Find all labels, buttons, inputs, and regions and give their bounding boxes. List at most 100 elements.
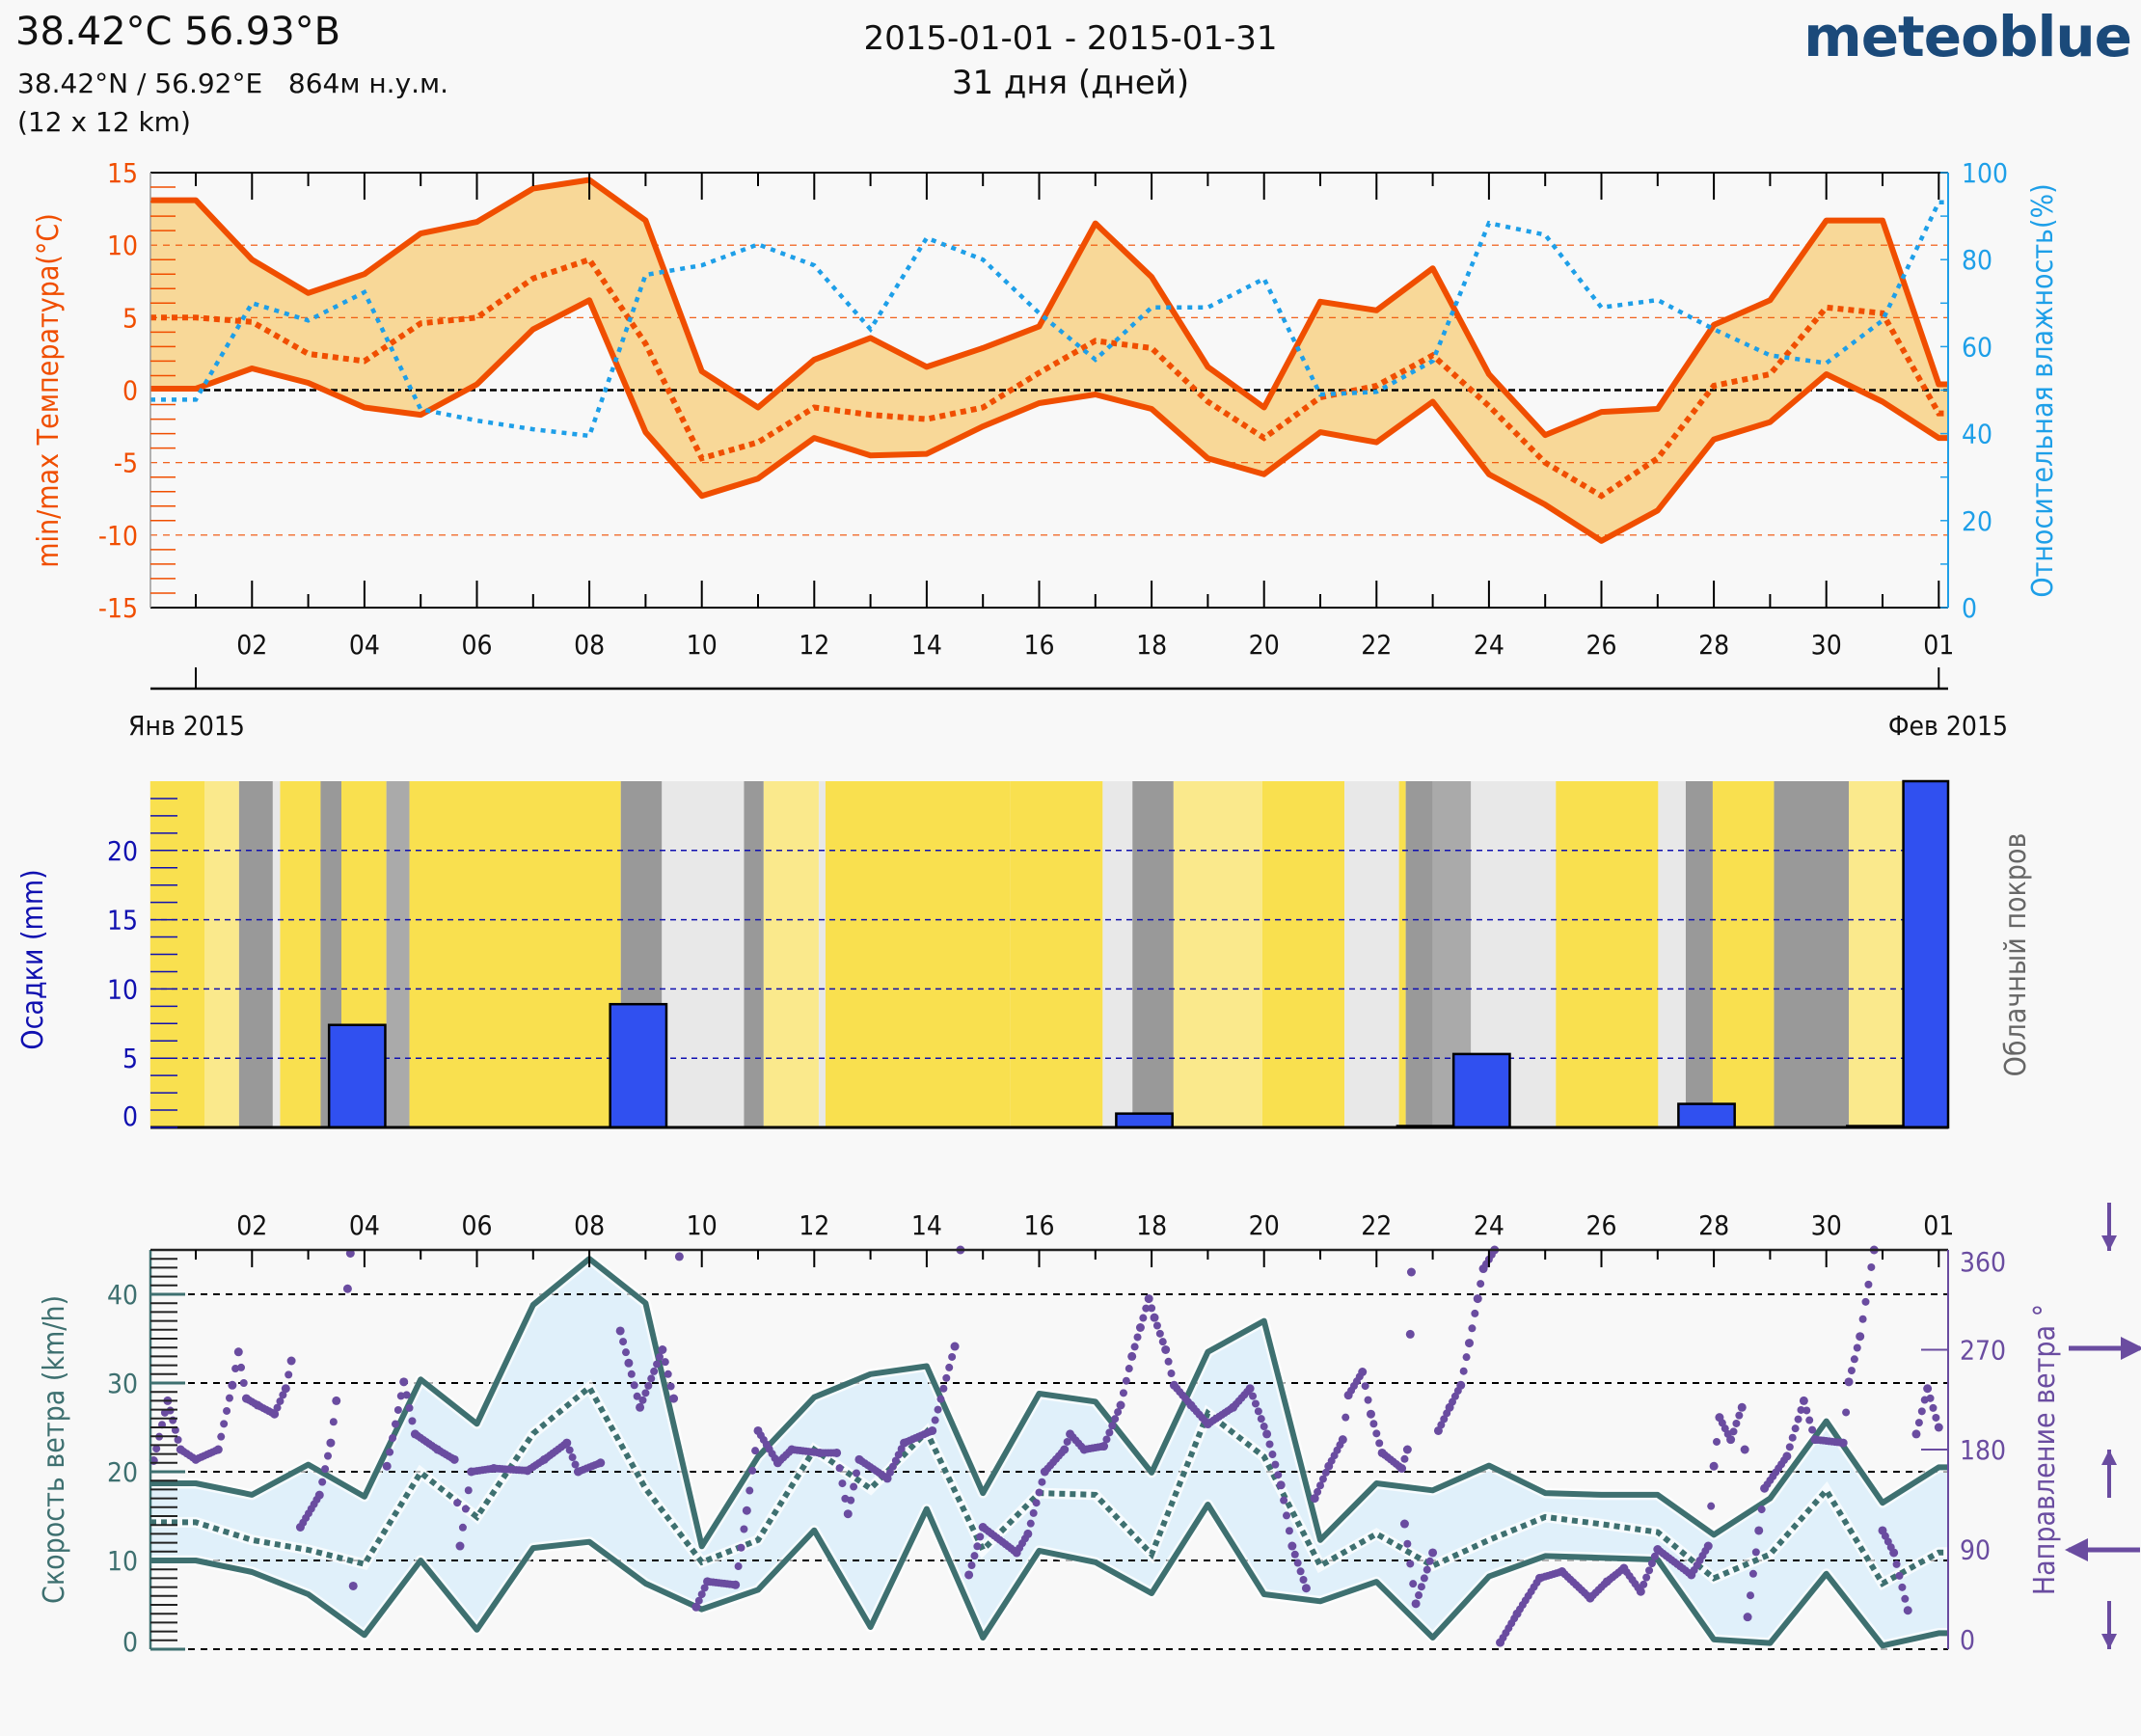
- wind-direction-point: [950, 1342, 960, 1351]
- wind-direction-point: [934, 1405, 942, 1414]
- wind-direction-point: [653, 1360, 662, 1369]
- wind-speed-tick-label: 40: [107, 1279, 138, 1311]
- wind-direction-point: [1425, 1557, 1434, 1565]
- wind-direction-point: [1369, 1420, 1378, 1428]
- wind-direction-point: [314, 1490, 324, 1500]
- wind-direction-tick-label: 180: [1960, 1434, 2006, 1466]
- wind-direction-point: [1732, 1419, 1741, 1427]
- cloud-cover-stripe: [1398, 781, 1406, 1127]
- wind-direction-point: [1293, 1559, 1302, 1567]
- wind-direction-point: [638, 1396, 647, 1404]
- wind-direction-point: [1861, 1297, 1870, 1306]
- wind-direction-point: [1751, 1548, 1760, 1557]
- wind-direction-point: [1164, 1357, 1173, 1366]
- wind-day-tick-label: 04: [349, 1209, 380, 1241]
- day-tick-label: 02: [236, 629, 267, 661]
- wind-direction-point: [1737, 1402, 1747, 1412]
- wind-direction-point: [1642, 1573, 1651, 1582]
- temperature-tick-label: -15: [98, 592, 138, 624]
- wind-direction-point: [627, 1370, 636, 1378]
- humidity-tick-label: 60: [1962, 331, 1992, 363]
- wind-direction-point: [973, 1542, 982, 1551]
- precipitation-tick-label: 15: [107, 905, 138, 936]
- wind-direction-point: [1029, 1508, 1038, 1517]
- wind-direction-point: [1713, 1437, 1721, 1446]
- wind-direction-point: [1114, 1408, 1123, 1417]
- wind-direction-point: [644, 1381, 653, 1390]
- wind-day-tick-label: 24: [1474, 1209, 1504, 1241]
- wind-direction-point: [948, 1352, 957, 1361]
- wind-direction-point: [1249, 1392, 1258, 1400]
- cloud-cover-stripe: [1849, 781, 1904, 1127]
- cloud-cover-stripe: [1173, 781, 1262, 1127]
- cloud-cover-stripe: [386, 781, 410, 1127]
- wind-direction-point: [697, 1590, 706, 1599]
- wind-day-tick-label: 30: [1811, 1209, 1842, 1241]
- cloud-cover-stripe: [825, 781, 1011, 1127]
- wind-direction-point: [286, 1356, 296, 1366]
- wind-direction-point: [1142, 1304, 1151, 1313]
- wind-direction-point: [1707, 1502, 1716, 1510]
- wind-day-tick-label: 08: [574, 1209, 605, 1241]
- wind-direction-point: [674, 1252, 684, 1261]
- wind-direction-point: [745, 1486, 754, 1495]
- wind-direction-point: [382, 1461, 392, 1471]
- wind-direction-point: [751, 1447, 760, 1455]
- wind-direction-point: [1290, 1550, 1299, 1559]
- wind-direction-point: [239, 1379, 248, 1387]
- day-tick-label: 24: [1474, 629, 1504, 661]
- wind-direction-point: [1152, 1321, 1161, 1330]
- wind-direction-point: [568, 1453, 577, 1462]
- wind-direction-point: [1729, 1427, 1738, 1436]
- humidity-tick-label: 0: [1962, 592, 1977, 624]
- wind-direction-point: [464, 1486, 473, 1495]
- wind-direction-point: [225, 1394, 233, 1402]
- day-tick-label: 14: [911, 629, 942, 661]
- wind-direction-point: [936, 1395, 945, 1403]
- wind-direction-point: [1314, 1487, 1322, 1496]
- wind-direction-point: [931, 1416, 939, 1424]
- wind-direction-point: [748, 1466, 757, 1475]
- wind-direction-point: [1889, 1548, 1899, 1558]
- wind-direction-point: [324, 1451, 333, 1460]
- cloud-cover-stripe: [818, 781, 826, 1127]
- wind-direction-point: [1403, 1539, 1412, 1548]
- precipitation-tick-label: 0: [122, 1100, 138, 1132]
- day-tick-label: 20: [1249, 629, 1280, 661]
- wind-direction-tick-label: 270: [1960, 1335, 2006, 1367]
- wind-direction-point: [1301, 1584, 1311, 1593]
- precipitation-bar: [1677, 1102, 1736, 1129]
- arrow-down-icon: [2101, 1203, 2117, 1251]
- wind-direction-point: [850, 1482, 858, 1491]
- wind-direction-point: [1127, 1351, 1137, 1361]
- wind-direction-point: [1342, 1413, 1350, 1422]
- arrow-head: [2101, 1634, 2117, 1649]
- wind-direction-point: [1791, 1424, 1800, 1433]
- wind-direction-tick-label: 90: [1960, 1534, 1991, 1566]
- wind-direction-point: [1405, 1329, 1415, 1339]
- wind-direction-point: [1139, 1314, 1148, 1322]
- cloud-cover-stripe: [744, 781, 764, 1127]
- wind-direction-point: [1271, 1460, 1280, 1469]
- wind-direction-point: [1797, 1405, 1805, 1414]
- wind-direction-point: [461, 1505, 470, 1513]
- meteoblue-logo[interactable]: meteoblue: [1803, 4, 2132, 69]
- wind-day-tick-label: 02: [236, 1209, 267, 1241]
- day-tick-label: 10: [687, 629, 718, 661]
- wind-direction-point: [1035, 1488, 1043, 1497]
- wind-direction-point: [888, 1462, 897, 1471]
- wind-direction-point: [1864, 1280, 1873, 1288]
- wind-speed-tick-label: 20: [107, 1456, 138, 1488]
- wind-direction-axis-title: Направление ветра °: [2028, 1304, 2062, 1595]
- cloud-cover-stripe: [763, 781, 819, 1127]
- wind-direction-point: [838, 1479, 847, 1488]
- wind-direction-point: [647, 1374, 656, 1383]
- wind-direction-point: [1280, 1496, 1288, 1505]
- temperature-tick-label: 15: [107, 157, 138, 189]
- wind-direction-point: [664, 1370, 672, 1378]
- wind-direction-point: [1788, 1433, 1797, 1442]
- wind-direction-point: [1158, 1338, 1167, 1346]
- wind-direction-point: [1119, 1389, 1127, 1397]
- wind-direction-point: [964, 1570, 974, 1580]
- wind-direction-point: [1400, 1454, 1409, 1463]
